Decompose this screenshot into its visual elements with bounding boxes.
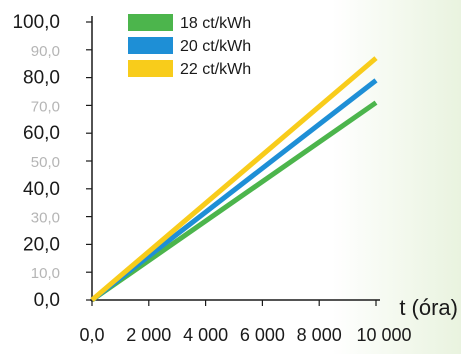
y-tick-label: 30,0 <box>31 210 60 227</box>
x-tick-label: 0,0 <box>79 325 104 345</box>
legend-swatch-1 <box>128 14 173 31</box>
legend-label-2: 20 ct/kWh <box>180 38 251 55</box>
x-tick-label: 10 000 <box>356 325 411 345</box>
legend-swatch-3 <box>128 60 173 77</box>
x-tick-label: 6 000 <box>240 325 285 345</box>
legend-label-1: 18 ct/kWh <box>180 15 251 32</box>
x-tick-label: 2 000 <box>126 325 171 345</box>
y-tick-label: 90,0 <box>31 43 60 60</box>
x-tick-label: 8 000 <box>297 325 342 345</box>
y-tick-label: 0,0 <box>34 290 60 311</box>
x-axis-label: t (óra) <box>399 295 458 320</box>
y-tick-label: 70,0 <box>31 98 60 115</box>
y-tick-label: 80,0 <box>23 68 60 89</box>
y-tick-label: 40,0 <box>23 179 60 200</box>
y-tick-label: 60,0 <box>23 123 60 144</box>
legend-swatch-2 <box>128 37 173 54</box>
legend-label-3: 22 ct/kWh <box>180 61 251 78</box>
y-tick-label: 100,0 <box>12 12 60 33</box>
y-tick-label: 20,0 <box>23 234 60 255</box>
y-tick-label: 10,0 <box>31 265 60 282</box>
y-tick-label: 50,0 <box>31 154 60 171</box>
x-tick-label: 4 000 <box>183 325 228 345</box>
